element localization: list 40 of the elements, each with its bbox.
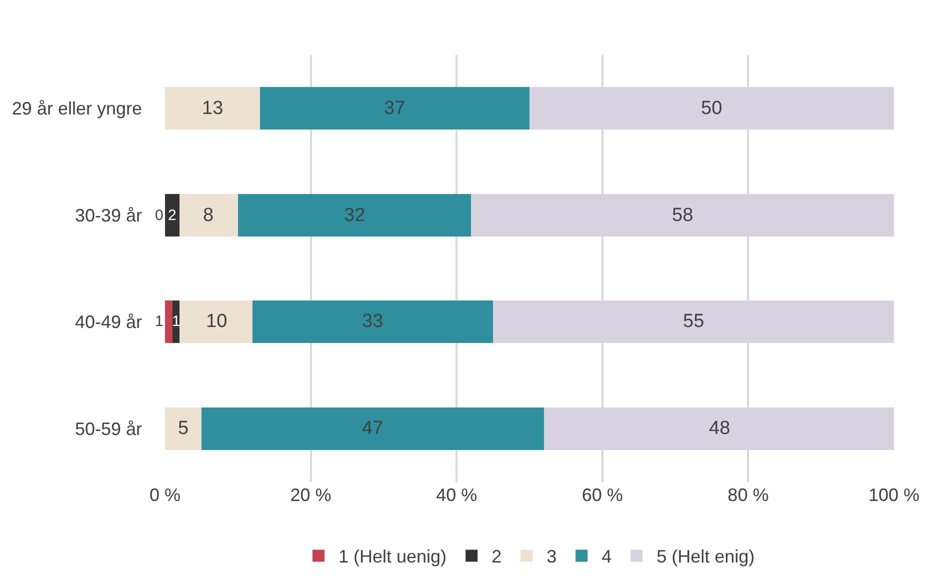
annotation: 0 (155, 207, 164, 224)
data-label: 50 (701, 98, 722, 119)
x-tick-label: 100 % (868, 485, 920, 505)
legend-label: 4 (602, 546, 612, 567)
data-label: 13 (202, 98, 224, 119)
data-label: 47 (362, 418, 384, 439)
x-tick-label: 0 % (149, 485, 181, 505)
y-tick-label: 29 år eller yngre (12, 98, 142, 119)
y-tick-label: 40-49 år (74, 312, 142, 332)
bar (165, 87, 260, 130)
bar (180, 194, 238, 236)
x-tick-label: 40 % (436, 485, 478, 505)
legend-label: 1 (Helt uenig) (338, 546, 447, 567)
legend-label: 3 (546, 546, 557, 567)
data-label: 58 (672, 205, 694, 226)
data-label: 55 (683, 311, 704, 332)
bar (165, 194, 180, 236)
legend-label: 5 (Helt enig) (656, 546, 755, 567)
data-label: 33 (362, 311, 384, 332)
legend-label: 2 (492, 546, 502, 567)
bar (238, 194, 472, 236)
bar (252, 300, 494, 344)
data-label: 1 (155, 313, 164, 330)
y-tick-label: 30-39 år (74, 205, 142, 226)
bar (260, 87, 530, 130)
data-label: 8 (203, 205, 214, 226)
data-label: 32 (344, 205, 366, 226)
bar (201, 407, 544, 450)
data-label: 10 (206, 311, 228, 332)
x-tick-label: 60 % (582, 485, 623, 505)
x-tick-label: 80 % (728, 485, 769, 505)
bar (180, 300, 252, 344)
x-tick-label: 20 % (290, 485, 332, 505)
bar (165, 300, 172, 344)
bar (165, 407, 202, 450)
data-label: 48 (709, 418, 730, 439)
data-label: 2 (168, 207, 176, 224)
data-label: 5 (178, 418, 189, 439)
data-label: 37 (384, 98, 406, 119)
y-tick-label: 50-59 år (74, 418, 142, 439)
